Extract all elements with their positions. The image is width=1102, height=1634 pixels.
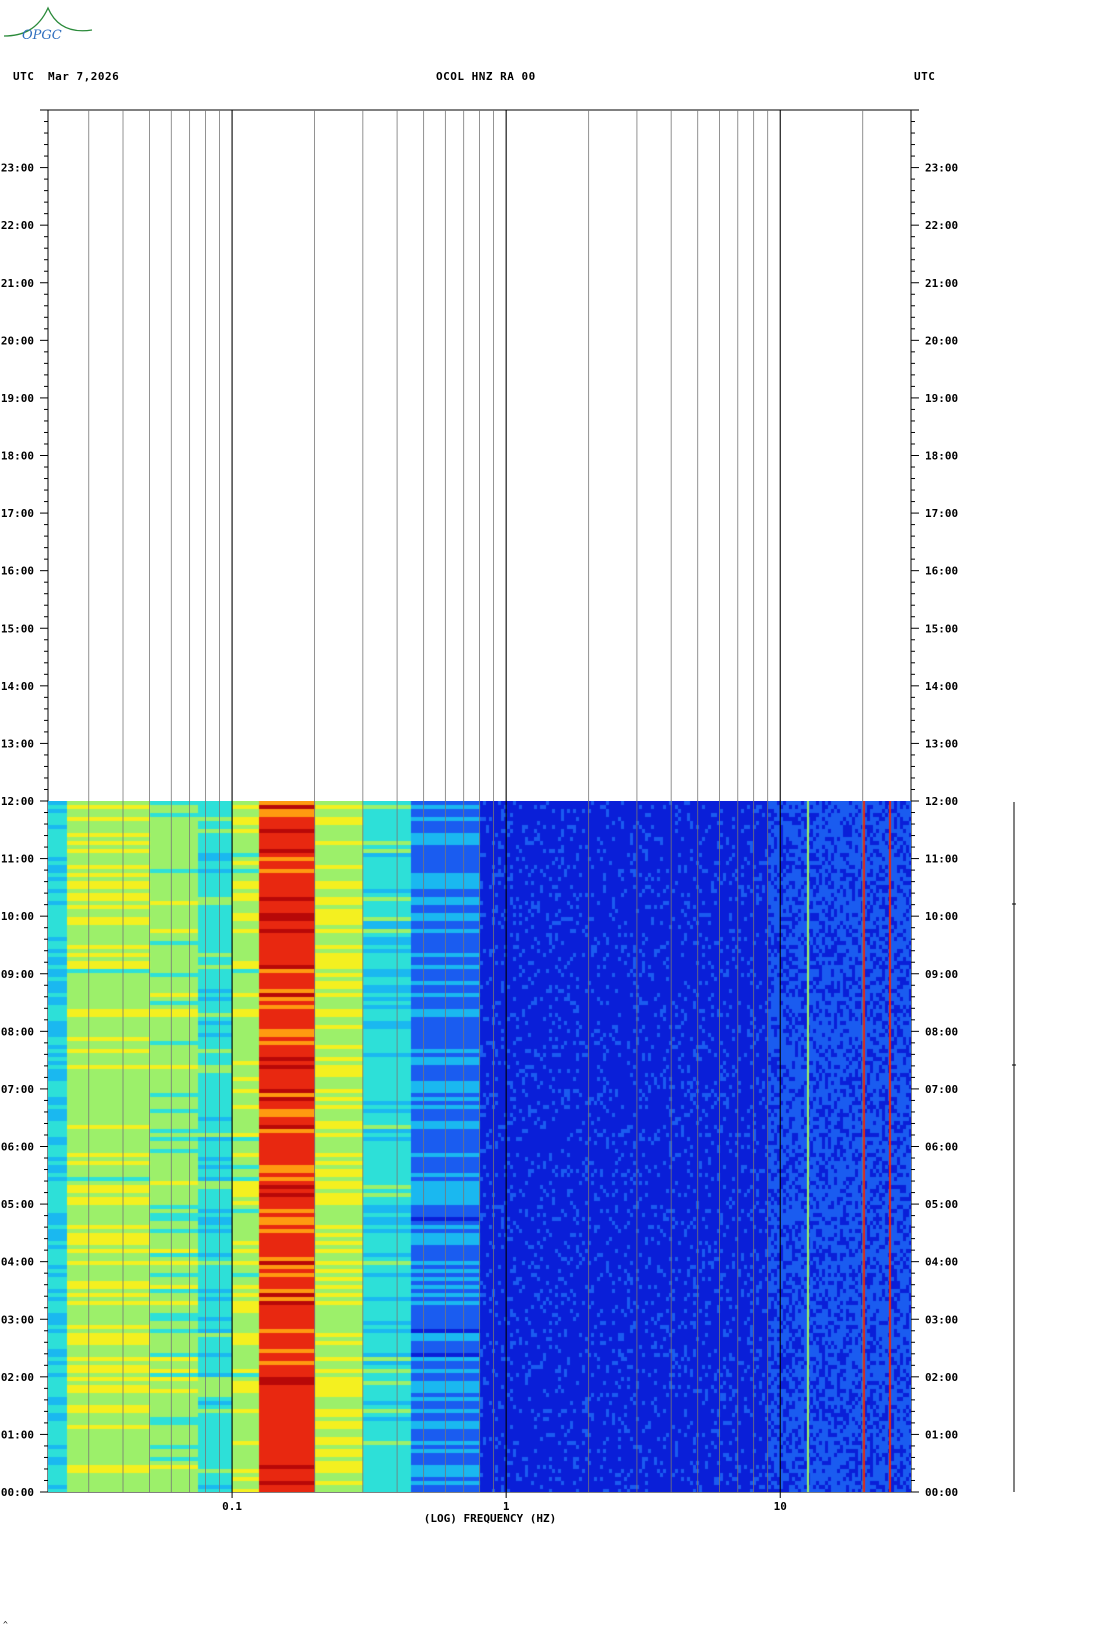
- time-tick-label: 15:00: [925, 622, 958, 635]
- frequency-tick-label: 10: [774, 1500, 787, 1513]
- time-tick-label: 06:00: [925, 1141, 958, 1154]
- time-tick-label: 14:00: [925, 680, 958, 693]
- header-utc-left: UTC: [13, 70, 35, 83]
- time-tick-label: 20:00: [925, 334, 958, 347]
- time-tick-label: 07:00: [1, 1083, 34, 1096]
- time-tick-label: 08:00: [1, 1025, 34, 1038]
- time-axis-left: 00:00 01:00 02:00 03:00 04:00 05:00 06:00 07:00…: [1, 109, 48, 1499]
- time-tick-label: 00:00: [1, 1486, 34, 1499]
- time-tick-label: 10:00: [1, 910, 34, 923]
- frequency-axis: 0.1 1 10: [222, 1492, 787, 1513]
- x-axis-label: (LOG) FREQUENCY (HZ): [424, 1512, 556, 1525]
- time-tick-label: 19:00: [925, 392, 958, 405]
- time-tick-label: 22:00: [1, 219, 34, 232]
- time-tick-label: 11:00: [925, 853, 958, 866]
- time-tick-label: 16:00: [925, 565, 958, 578]
- frequency-tick-label: 0.1: [222, 1500, 242, 1513]
- time-tick-label: 22:00: [925, 219, 958, 232]
- time-tick-label: 05:00: [925, 1198, 958, 1211]
- time-tick-label: 16:00: [1, 565, 34, 578]
- time-tick-label: 01:00: [925, 1428, 958, 1441]
- header-station: OCOL HNZ RA 00: [436, 70, 536, 83]
- time-tick-label: 23:00: [1, 162, 34, 175]
- time-tick-label: 03:00: [925, 1313, 958, 1326]
- time-tick-label: 03:00: [1, 1313, 34, 1326]
- time-tick-label: 12:00: [1, 795, 34, 808]
- time-tick-label: 02:00: [1, 1371, 34, 1384]
- time-tick-label: 08:00: [925, 1025, 958, 1038]
- time-tick-label: 09:00: [1, 968, 34, 981]
- time-tick-label: 05:00: [1, 1198, 34, 1211]
- time-tick-label: 09:00: [925, 968, 958, 981]
- time-tick-label: 10:00: [925, 910, 958, 923]
- time-tick-label: 14:00: [1, 680, 34, 693]
- time-tick-label: 06:00: [1, 1141, 34, 1154]
- time-tick-label: 17:00: [1, 507, 34, 520]
- time-tick-label: 21:00: [925, 277, 958, 290]
- time-tick-label: 12:00: [925, 795, 958, 808]
- corner-mark: ^: [3, 1620, 8, 1629]
- time-tick-label: 13:00: [1, 737, 34, 750]
- time-tick-label: 04:00: [925, 1256, 958, 1269]
- time-tick-label: 20:00: [1, 334, 34, 347]
- time-tick-label: 19:00: [1, 392, 34, 405]
- time-tick-label: 15:00: [1, 622, 34, 635]
- time-tick-label: 18:00: [1, 450, 34, 463]
- frequency-grid: [88, 110, 864, 1492]
- time-tick-label: 17:00: [925, 507, 958, 520]
- time-tick-label: 04:00: [1, 1256, 34, 1269]
- time-tick-label: 11:00: [1, 853, 34, 866]
- frequency-tick-label: 1: [503, 1500, 510, 1513]
- header-utc-right: UTC: [914, 70, 936, 83]
- time-tick-label: 00:00: [925, 1486, 958, 1499]
- time-axis-right: 00:00 01:00 02:00 03:00 04:00 05:00 06:00 07:00…: [911, 109, 958, 1499]
- time-tick-label: 21:00: [1, 277, 34, 290]
- time-tick-label: 23:00: [925, 162, 958, 175]
- logo-curve: [3, 6, 93, 37]
- time-tick-label: 02:00: [925, 1371, 958, 1384]
- opgc-logo: OPGC: [3, 6, 93, 43]
- time-tick-label: 13:00: [925, 737, 958, 750]
- logo-text: OPGC: [22, 28, 62, 43]
- time-tick-label: 18:00: [925, 450, 958, 463]
- header-date: Mar 7,2026: [48, 70, 120, 83]
- time-tick-label: 01:00: [1, 1428, 34, 1441]
- time-tick-label: 07:00: [925, 1083, 958, 1096]
